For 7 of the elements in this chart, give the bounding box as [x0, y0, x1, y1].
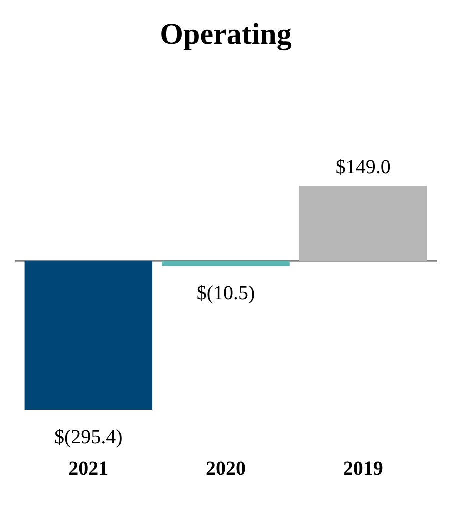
x-tick-label: 2021 [68, 458, 109, 480]
x-tick-label: 2020 [206, 458, 246, 480]
chart-title: Operating [160, 18, 292, 51]
x-tick-label: 2019 [343, 458, 384, 480]
data-label: $(295.4) [54, 426, 123, 448]
data-label: $(10.5) [196, 282, 256, 305]
data-label: $149.0 [336, 156, 391, 178]
